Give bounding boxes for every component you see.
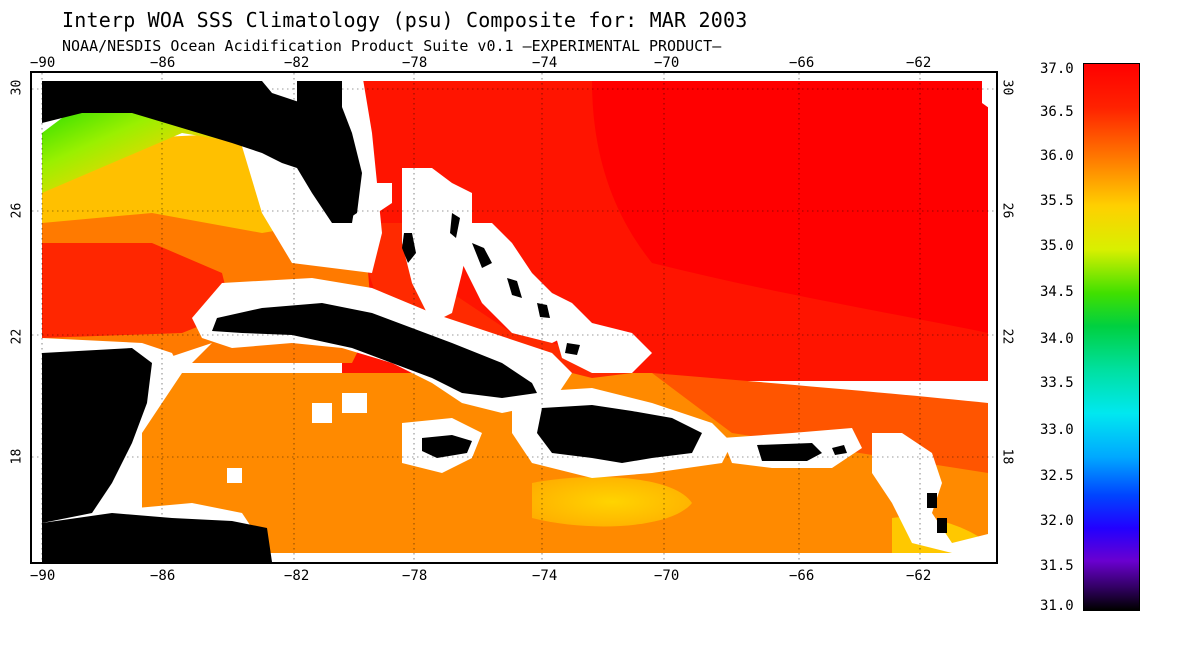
bahamas-island: [507, 278, 522, 298]
lon-tick-bottom: −78: [402, 568, 428, 584]
map-panel: [30, 71, 998, 564]
lat-tick-right: 22: [999, 328, 1015, 345]
colorbar-scale: [1084, 64, 1139, 610]
lat-tick-left: 22: [9, 328, 25, 345]
colorbar: [1083, 63, 1140, 611]
puerto-rico-land: [757, 443, 822, 461]
colorbar-label: 36.0: [1040, 148, 1074, 164]
colorbar-label: 32.0: [1040, 513, 1074, 529]
lon-tick-top: −78: [402, 55, 428, 71]
lon-tick-bottom: −82: [284, 568, 310, 584]
bahamas-island: [537, 303, 550, 318]
colorbar-label: 35.5: [1040, 193, 1074, 209]
central-america-land: [42, 513, 272, 562]
yucatan-land: [42, 348, 152, 523]
graticule: [32, 73, 996, 562]
lon-tick-top: −90: [30, 55, 56, 71]
colorbar-label: 34.0: [1040, 331, 1074, 347]
lon-tick-bottom: −62: [906, 568, 932, 584]
salinity-map: [32, 73, 996, 562]
lat-tick-right: 26: [999, 202, 1015, 219]
gulf-red-west: [42, 243, 232, 338]
colorbar-label: 36.5: [1040, 104, 1074, 120]
map-subtitle: NOAA/NESDIS Ocean Acidification Product …: [62, 37, 722, 55]
lon-tick-top: −86: [150, 55, 176, 71]
lon-tick-bottom: −74: [532, 568, 558, 584]
colorbar-label: 31.5: [1040, 558, 1074, 574]
lon-tick-bottom: −90: [30, 568, 56, 584]
colorbar-label: 33.0: [1040, 422, 1074, 438]
us-southeast-land: [42, 81, 357, 223]
colorbar-label: 35.0: [1040, 238, 1074, 254]
florida-land: [297, 81, 362, 223]
colorbar-label: 33.5: [1040, 375, 1074, 391]
lon-tick-bottom: −66: [789, 568, 815, 584]
bahamas-island: [402, 233, 416, 263]
hispaniola-land: [537, 405, 702, 463]
jamaica-land: [422, 435, 472, 458]
bahamas-island: [450, 213, 460, 238]
virgin-islands: [832, 445, 847, 455]
land: [42, 81, 947, 562]
caribbean-yellow: [532, 477, 692, 527]
lon-tick-top: −74: [532, 55, 558, 71]
map-title: Interp WOA SSS Climatology (psu) Composi…: [62, 8, 748, 32]
lat-tick-right: 18: [999, 448, 1015, 465]
lon-tick-top: −66: [789, 55, 815, 71]
lesser-antilles: [927, 493, 937, 508]
cuba-land: [212, 303, 537, 398]
colorbar-label: 37.0: [1040, 61, 1074, 77]
lon-tick-top: −62: [906, 55, 932, 71]
lat-tick-left: 26: [9, 202, 25, 219]
colorbar-label: 31.0: [1040, 598, 1074, 614]
lon-tick-bottom: −86: [150, 568, 176, 584]
lat-tick-left: 18: [9, 448, 25, 465]
bahamas-island: [565, 343, 580, 355]
lat-tick-right: 30: [999, 79, 1015, 96]
colorbar-label: 32.5: [1040, 468, 1074, 484]
lon-tick-top: −70: [654, 55, 680, 71]
atlantic-deep-red: [592, 81, 988, 333]
bahamas-island: [472, 243, 492, 268]
lon-tick-top: −82: [284, 55, 310, 71]
lon-tick-bottom: −70: [654, 568, 680, 584]
lesser-antilles: [937, 518, 947, 533]
lat-tick-left: 30: [9, 79, 25, 96]
colorbar-label: 34.5: [1040, 284, 1074, 300]
